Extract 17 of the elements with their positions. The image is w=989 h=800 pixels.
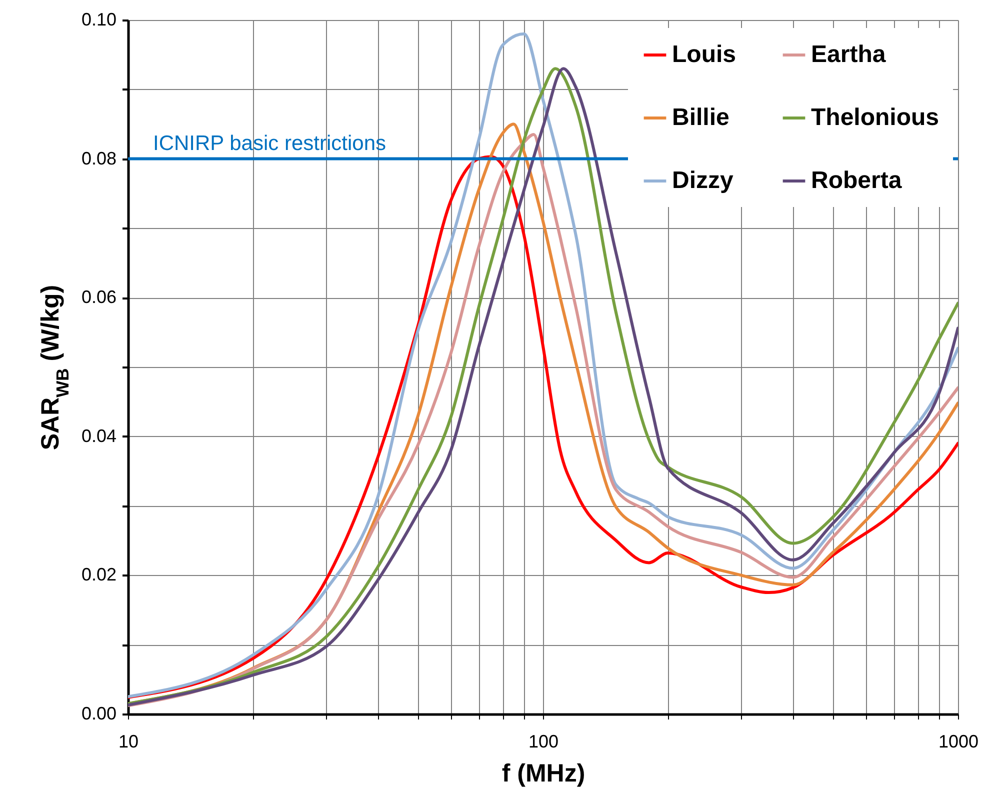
legend-label: Roberta (811, 167, 902, 194)
legend-label: Eartha (811, 41, 886, 68)
legend-label: Thelonious (811, 104, 939, 131)
x-tick-label: 100 (528, 732, 559, 752)
ref-line-label: ICNIRP basic restrictions (153, 132, 386, 155)
y-tick-label: 0.02 (81, 564, 116, 585)
y-tick-label: 0.04 (81, 426, 116, 446)
y-tick-label: 0.08 (81, 148, 116, 168)
legend-label: Louis (672, 41, 736, 68)
x-tick-label: 10 (118, 732, 139, 752)
y-tick-label: 0.06 (81, 287, 116, 308)
legend-label: Billie (672, 104, 730, 131)
y-tick-label: 0.10 (81, 10, 116, 30)
legend-label: Dizzy (672, 167, 734, 194)
y-tick-label: 0.00 (81, 704, 116, 724)
x-axis-title: f (MHz) (502, 760, 586, 788)
x-tick-label: 1000 (938, 732, 979, 752)
